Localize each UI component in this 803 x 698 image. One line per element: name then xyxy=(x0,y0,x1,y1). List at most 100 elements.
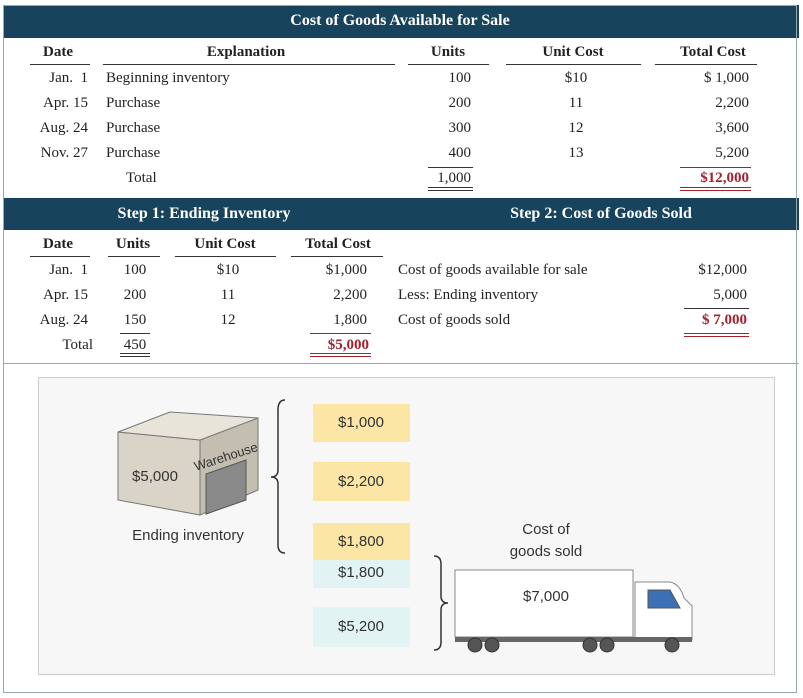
truck-value: $7,000 xyxy=(523,588,569,605)
total-units: 450 xyxy=(123,337,147,353)
rule xyxy=(310,353,371,354)
cell: 5,200 xyxy=(715,145,749,161)
rule xyxy=(30,64,90,65)
cell: Aug. 24 xyxy=(39,120,88,136)
rule xyxy=(310,333,371,334)
rule xyxy=(291,256,383,257)
cell: Apr. 15 xyxy=(43,95,88,111)
amount: 5,000 xyxy=(713,287,747,303)
cell: 300 xyxy=(448,120,472,136)
cost-block xyxy=(313,404,410,442)
cell: 150 xyxy=(123,312,147,328)
rule xyxy=(684,308,749,309)
block-value: $1,800 xyxy=(338,564,384,581)
rule xyxy=(680,187,751,188)
cell: 13 xyxy=(568,145,584,161)
caption: goods sold xyxy=(509,543,583,560)
cell: Purchase xyxy=(106,120,161,136)
block-value: $1,800 xyxy=(338,533,384,550)
rule xyxy=(103,64,395,65)
total-label: Total xyxy=(126,170,157,186)
rule xyxy=(120,356,150,357)
block-value: $1,000 xyxy=(338,414,384,431)
title: Step 2: Cost of Goods Sold xyxy=(510,205,692,222)
cell: $ 1,000 xyxy=(704,70,749,86)
cell: 1,800 xyxy=(333,312,367,328)
rule xyxy=(408,64,489,65)
rule xyxy=(310,356,371,357)
cell: 200 xyxy=(448,95,472,111)
rule xyxy=(428,167,473,168)
warehouse-roof xyxy=(117,411,259,441)
truck-window xyxy=(647,589,681,609)
rule xyxy=(684,333,749,334)
bracket xyxy=(270,399,286,554)
rule xyxy=(506,64,641,65)
column-header: Date xyxy=(43,44,73,60)
rule xyxy=(175,256,276,257)
column-header: Unit Cost xyxy=(542,44,604,60)
cost-block xyxy=(313,607,410,647)
cell: Jan. 1 xyxy=(49,262,88,278)
cell: 100 xyxy=(448,70,472,86)
cell: 11 xyxy=(220,287,236,303)
cell: 2,200 xyxy=(333,287,367,303)
cost-block xyxy=(313,560,410,588)
label: Cost of goods sold xyxy=(398,312,511,328)
bracket xyxy=(433,555,449,651)
cell: Apr. 15 xyxy=(43,287,88,303)
rule xyxy=(108,256,160,257)
amount: $12,000 xyxy=(698,262,747,278)
frame xyxy=(3,5,797,693)
trailer xyxy=(454,569,634,638)
rule xyxy=(680,167,751,168)
rule xyxy=(428,187,473,188)
header-bar xyxy=(3,198,799,230)
cell: $10 xyxy=(564,70,588,86)
block-value: $2,200 xyxy=(338,473,384,490)
cost-block xyxy=(313,523,410,560)
label: Cost of goods available for sale xyxy=(398,262,588,278)
cell: $1,000 xyxy=(325,262,367,278)
wheels xyxy=(467,637,680,653)
title: Cost of Goods Available for Sale xyxy=(290,12,510,29)
column-header: Units xyxy=(115,236,151,252)
divider xyxy=(3,363,799,364)
cell: $10 xyxy=(216,262,240,278)
amount: $ 7,000 xyxy=(702,312,747,328)
cell: 12 xyxy=(568,120,584,136)
rule xyxy=(428,190,473,191)
cell: Purchase xyxy=(106,95,161,111)
rule xyxy=(120,353,150,354)
column-header: Total Cost xyxy=(680,44,746,60)
total-cost: $5,000 xyxy=(327,337,369,353)
column-header: Unit Cost xyxy=(194,236,256,252)
rule xyxy=(120,333,150,334)
title: Step 1: Ending Inventory xyxy=(117,205,291,222)
cell: Aug. 24 xyxy=(39,312,88,328)
cell: Purchase xyxy=(106,145,161,161)
cell: 11 xyxy=(568,95,584,111)
cell: Jan. 1 xyxy=(49,70,88,86)
cell: Beginning inventory xyxy=(106,70,230,86)
cell: 400 xyxy=(448,145,472,161)
caption: Ending inventory xyxy=(132,527,244,544)
cost-block xyxy=(313,462,410,501)
warehouse-value: $5,000 xyxy=(132,468,178,485)
rule xyxy=(684,336,749,337)
cell: 200 xyxy=(123,287,147,303)
cell: 12 xyxy=(220,312,236,328)
header-bar xyxy=(3,5,799,38)
rule xyxy=(680,190,751,191)
column-header: Explanation xyxy=(206,44,286,60)
rule xyxy=(655,64,757,65)
column-header: Total Cost xyxy=(305,236,371,252)
rule xyxy=(30,256,90,257)
cell: Nov. 27 xyxy=(40,145,88,161)
total-units: 1,000 xyxy=(437,170,471,186)
label: Less: Ending inventory xyxy=(398,287,538,303)
total-cost: $12,000 xyxy=(700,170,749,186)
cell: 2,200 xyxy=(715,95,749,111)
